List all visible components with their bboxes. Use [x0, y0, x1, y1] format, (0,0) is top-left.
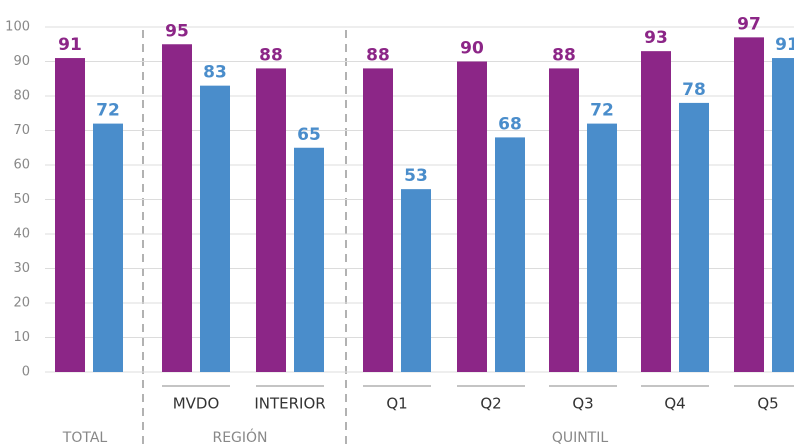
y-tick-label: 50 — [13, 192, 30, 207]
value-label: 97 — [737, 14, 761, 34]
y-tick-label: 40 — [13, 227, 30, 242]
x-tick-label: Q3 — [572, 395, 593, 413]
y-tick-label: 90 — [13, 54, 30, 69]
value-label: 95 — [165, 21, 189, 41]
group-label: TOTAL — [62, 430, 108, 446]
bar — [495, 137, 525, 372]
bar — [772, 58, 794, 373]
x-tick-label: Q5 — [757, 395, 778, 413]
bar — [734, 37, 764, 372]
bar — [162, 44, 192, 372]
bar — [55, 58, 85, 373]
bar — [256, 68, 286, 373]
y-tick-label: 30 — [13, 261, 30, 276]
bar — [363, 68, 393, 373]
value-label: 90 — [460, 39, 484, 59]
bar — [93, 123, 123, 372]
bar — [401, 189, 431, 372]
y-tick-label: 10 — [13, 330, 30, 345]
bar — [200, 85, 230, 373]
bar — [587, 123, 617, 372]
group-label: QUINTIL — [552, 430, 609, 446]
x-tick-label: Q2 — [480, 395, 501, 413]
value-label: 88 — [366, 45, 390, 65]
x-tick-label: Q1 — [386, 395, 407, 413]
value-label: 88 — [552, 45, 576, 65]
x-tick-label: MVDO — [173, 395, 220, 413]
x-tick-label: INTERIOR — [254, 395, 325, 413]
value-label: 93 — [644, 28, 668, 48]
value-label: 91 — [775, 35, 794, 55]
x-tick-label: Q4 — [664, 395, 685, 413]
value-label: 65 — [297, 125, 321, 145]
y-tick-label: 80 — [13, 89, 30, 104]
y-tick-label: 0 — [22, 365, 30, 380]
bar — [294, 147, 324, 372]
value-label: 68 — [498, 114, 522, 134]
bar — [679, 102, 709, 373]
bar — [457, 61, 487, 372]
y-tick-label: 20 — [13, 296, 30, 311]
y-tick-label: 100 — [5, 20, 30, 35]
value-label: 72 — [96, 101, 120, 121]
bar — [549, 68, 579, 373]
y-tick-label: 60 — [13, 158, 30, 173]
value-label: 78 — [682, 80, 706, 100]
y-tick-label: 70 — [13, 123, 30, 138]
value-label: 91 — [58, 35, 82, 55]
value-label: 88 — [259, 45, 283, 65]
value-label: 83 — [203, 63, 227, 83]
group-label: REGIÓN — [212, 428, 267, 446]
value-label: 53 — [404, 166, 428, 186]
bar — [641, 51, 671, 373]
value-label: 72 — [590, 101, 614, 121]
